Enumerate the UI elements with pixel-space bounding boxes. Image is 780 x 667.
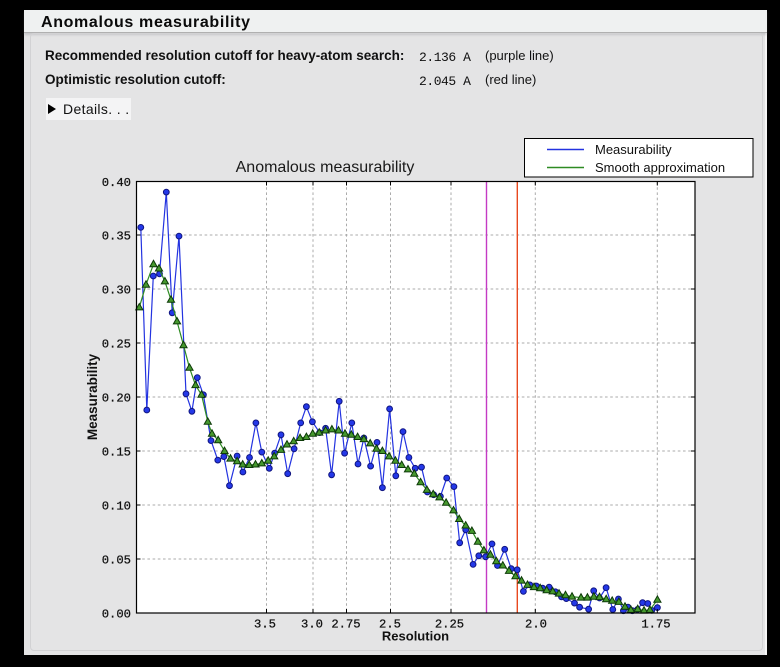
svg-text:0.30: 0.30 [102, 284, 131, 298]
svg-text:2.75: 2.75 [331, 618, 360, 632]
svg-text:2.25: 2.25 [435, 618, 464, 632]
svg-text:2.5: 2.5 [379, 618, 401, 632]
svg-text:0.20: 0.20 [102, 392, 131, 406]
svg-text:3.5: 3.5 [254, 618, 276, 632]
svg-text:0.00: 0.00 [102, 608, 131, 622]
svg-text:Measurability: Measurability [85, 353, 100, 440]
svg-text:1.75: 1.75 [641, 618, 670, 632]
svg-text:Anomalous measurability: Anomalous measurability [236, 159, 415, 176]
svg-text:2.0: 2.0 [525, 618, 547, 632]
svg-text:0.35: 0.35 [102, 230, 131, 244]
svg-text:0.40: 0.40 [102, 176, 131, 190]
svg-text:Resolution: Resolution [382, 629, 449, 644]
svg-text:0.10: 0.10 [102, 500, 131, 514]
svg-text:3.0: 3.0 [301, 618, 323, 632]
svg-text:0.05: 0.05 [102, 554, 131, 568]
svg-text:0.15: 0.15 [102, 446, 131, 460]
svg-text:Smooth approximation: Smooth approximation [595, 160, 725, 175]
svg-text:Measurability: Measurability [595, 142, 672, 157]
svg-text:0.25: 0.25 [102, 338, 131, 352]
